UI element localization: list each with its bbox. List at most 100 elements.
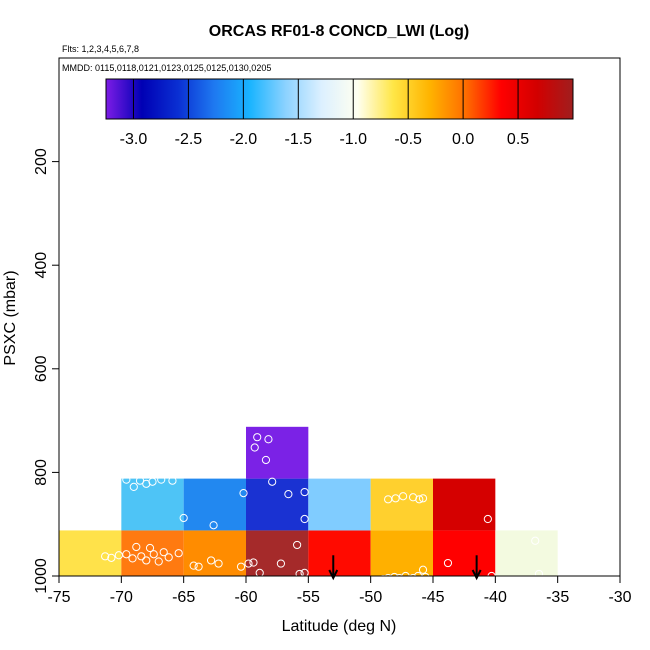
heatmap-cell	[433, 530, 496, 576]
x-tick-label: -65	[172, 589, 195, 606]
heatmap-cell	[495, 530, 558, 576]
data-point	[249, 558, 258, 567]
data-point	[206, 556, 216, 565]
heatmap-cell	[370, 478, 433, 531]
heatmap-cell	[59, 530, 122, 576]
data-point	[379, 575, 388, 584]
heatmap-cell	[308, 530, 371, 576]
data-point	[295, 569, 304, 579]
data-point	[443, 558, 453, 568]
x-tick-label: -55	[297, 589, 320, 606]
y-tick-label: 800	[33, 459, 50, 486]
heatmap-cell	[370, 530, 433, 576]
data-point	[107, 553, 116, 562]
y-tick-label: 200	[33, 148, 50, 175]
arrow	[328, 555, 339, 581]
colorbar-tick-label: -1.5	[285, 131, 313, 148]
heatmap-cell	[246, 478, 309, 531]
heatmap-cell	[183, 478, 246, 531]
y-axis: 200 400 600 800 1000	[33, 148, 60, 594]
data-point	[157, 475, 166, 484]
y-axis-label: PSXC (mbar)	[2, 270, 19, 365]
data-point	[145, 543, 155, 553]
y-tick-label: 400	[33, 252, 50, 279]
x-axis: -75 -70 -65 -60 -55 -50 -45 -40 -35 -30	[47, 575, 632, 606]
colorbar-tick-label: 0.5	[507, 131, 529, 148]
data-point	[101, 552, 110, 561]
data-point	[276, 559, 286, 568]
colorbar-tick-label: -0.5	[394, 131, 422, 148]
data-point	[137, 552, 146, 561]
data-point	[244, 559, 253, 568]
x-tick-label: -40	[484, 589, 507, 606]
colorbar-tick-label: -2.5	[175, 131, 203, 148]
data-point	[142, 556, 151, 565]
x-tick-label: -30	[608, 589, 631, 606]
heatmap-cell	[246, 426, 309, 479]
y-tick-label: 600	[33, 355, 50, 382]
data-point	[194, 562, 203, 571]
x-axis-label: Latitude (deg N)	[282, 618, 397, 635]
colorbar: -3.0 -2.5 -2.0 -1.5 -1.0 -0.5 0.0 0.5	[105, 78, 574, 148]
data-point	[148, 477, 157, 486]
data-point	[179, 513, 188, 523]
data-point	[214, 559, 223, 568]
heatmap-cell	[308, 478, 371, 531]
y-tick-label: 1000	[33, 558, 50, 594]
data-point	[531, 536, 540, 545]
data-point	[390, 572, 399, 582]
data-point	[398, 492, 408, 501]
data-point	[154, 557, 163, 566]
arrow	[471, 555, 482, 581]
data-point	[149, 550, 158, 559]
data-point	[239, 489, 248, 498]
chart-subtitle-flights: Flts: 1,2,3,4,5,6,7,8	[62, 44, 139, 54]
data-point	[293, 540, 302, 550]
data-point	[159, 548, 168, 557]
heatmap-cell	[183, 530, 246, 576]
colorbar-tick-label: -1.0	[339, 131, 367, 148]
heatmap-cell	[121, 478, 184, 531]
data-point	[300, 487, 309, 497]
data-point	[253, 433, 262, 442]
data-point	[122, 550, 131, 559]
data-point	[534, 569, 544, 579]
x-tick-label: -75	[47, 589, 70, 606]
data-point	[384, 573, 393, 583]
data-point	[415, 495, 424, 504]
data-point	[174, 549, 183, 558]
data-point	[391, 494, 400, 503]
chart-title: ORCAS RF01-8 CONCD_LWI (Log)	[209, 23, 469, 40]
sample-points	[101, 433, 544, 584]
data-point	[421, 572, 430, 582]
x-tick-label: -35	[546, 589, 569, 606]
x-tick-label: -70	[110, 589, 133, 606]
data-point	[300, 514, 309, 524]
data-point	[418, 565, 428, 574]
data-point	[164, 553, 173, 562]
data-point	[264, 435, 273, 444]
x-tick-label: -45	[421, 589, 444, 606]
data-point	[128, 554, 137, 563]
colorbar-gradient	[105, 78, 574, 120]
colorbar-tick-label: 0.0	[452, 131, 474, 148]
heatmap-cell	[246, 530, 309, 576]
colorbar-tick-label: -3.0	[120, 131, 148, 148]
data-point	[261, 455, 271, 465]
data-point	[122, 475, 131, 484]
heatmap-cell	[121, 530, 184, 576]
data-point	[236, 562, 246, 571]
colorbar-tick-label: -2.0	[230, 131, 258, 148]
data-point	[418, 494, 428, 503]
data-point	[209, 521, 218, 530]
data-point	[189, 561, 198, 570]
chart-subtitle-dates: MMDD: 0115,0118,0121,0123,0125,0125,0130…	[62, 63, 271, 73]
x-tick-label: -50	[359, 589, 382, 606]
arrows	[328, 555, 482, 581]
data-point	[284, 490, 293, 499]
data-point	[168, 476, 177, 485]
data-point	[408, 573, 418, 583]
data-point	[129, 482, 138, 492]
data-point	[250, 443, 259, 452]
